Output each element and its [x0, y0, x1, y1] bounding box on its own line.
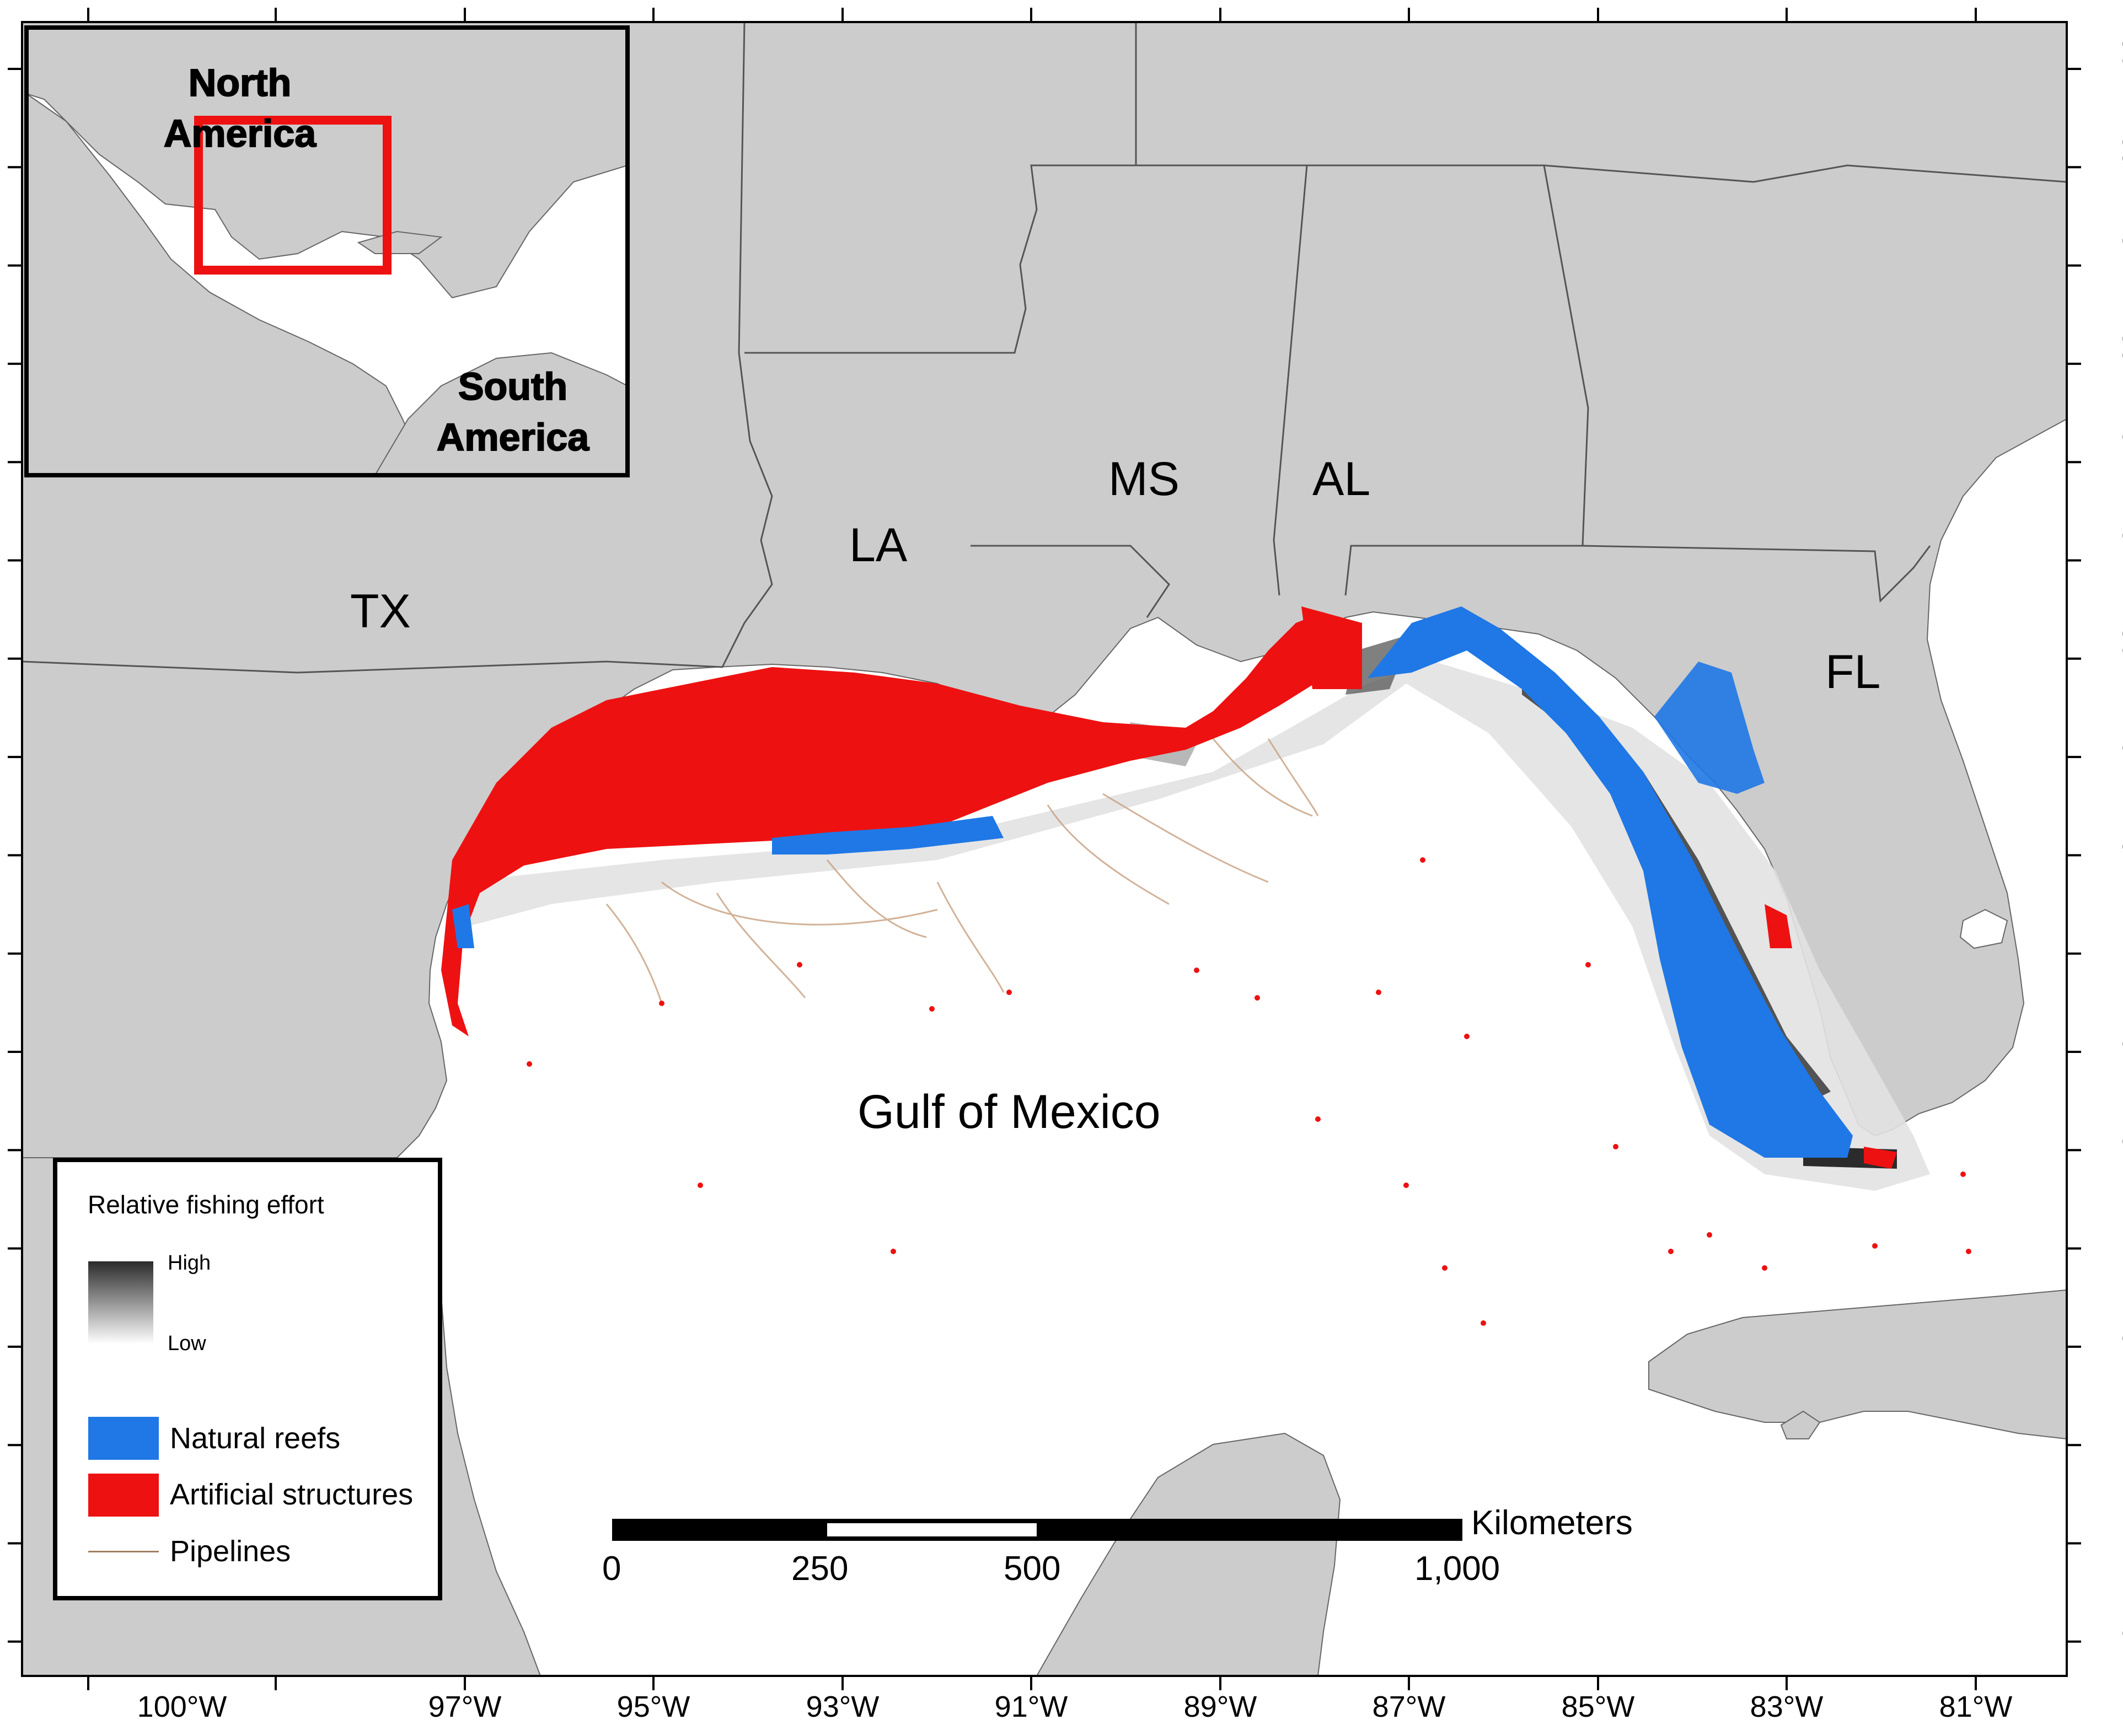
lon-label: 89°W	[1183, 1690, 1257, 1723]
scale-tick-0: 0	[602, 1550, 621, 1588]
inset-map	[24, 25, 630, 477]
lon-label: 97°W	[428, 1690, 502, 1723]
lon-label: 87°W	[1372, 1690, 1446, 1723]
lat-label: 31°N	[2116, 527, 2123, 594]
state-label-al: AL	[1312, 453, 1371, 506]
lat-label: 29°N	[2116, 723, 2123, 791]
lat-label: 36°N	[2116, 35, 2123, 103]
legend-label-pipelines: Pipelines	[170, 1535, 291, 1568]
lat-label: 21°N	[2116, 1510, 2123, 1577]
state-label-la: LA	[849, 519, 908, 572]
scale-tick-1000: 1,000	[1414, 1550, 1500, 1588]
lat-label: 26°N	[2116, 1018, 2123, 1085]
lon-label: 93°W	[806, 1690, 880, 1723]
lat-label: 35°N	[2116, 133, 2123, 201]
lon-label: 85°W	[1561, 1690, 1635, 1723]
state-label-tx: TX	[350, 585, 411, 638]
lon-label: 100°W	[137, 1690, 227, 1723]
inset-label-north-america: North America	[163, 61, 317, 155]
pipelines-layer	[605, 738, 1319, 1004]
yucatan-landmass	[1036, 1432, 1341, 1676]
legend-line-pipelines	[88, 1551, 159, 1552]
lake-okeechobee	[1959, 909, 2008, 949]
legend-label-artificial-structures: Artificial structures	[170, 1478, 414, 1511]
lat-label: 23°N	[2116, 1313, 2123, 1380]
legend-swatch-natural-reefs	[88, 1417, 159, 1460]
lon-label: 95°W	[616, 1690, 690, 1723]
fishing-effort-gradient	[88, 1261, 153, 1344]
scale-tick-250: 250	[791, 1550, 849, 1588]
lat-label: 25°N	[2116, 1116, 2123, 1184]
gulf-of-mexico-label: Gulf of Mexico	[857, 1085, 1161, 1138]
inset-label-south-america: South America	[436, 364, 589, 459]
map-frame	[21, 21, 2068, 1677]
lat-label: 30°N	[2116, 625, 2123, 692]
legend-label-natural-reefs: Natural reefs	[170, 1422, 341, 1455]
natural-reefs-layer	[452, 606, 1853, 1158]
lat-label: 24°N	[2116, 1215, 2123, 1282]
graticule-ticks	[87, 8, 1977, 1690]
state-label-ms: MS	[1108, 453, 1180, 506]
artificial-structures-layer	[441, 606, 1897, 1169]
lat-label: 27°N	[2116, 920, 2123, 987]
lon-label: 91°W	[994, 1690, 1068, 1723]
legend: Relative fishing effort High Low Natural…	[53, 1158, 442, 1600]
legend-swatch-artificial-structures	[88, 1474, 159, 1517]
lon-label: 83°W	[1750, 1690, 1824, 1723]
lat-label: 34°N	[2116, 232, 2123, 299]
lat-label: 20°N	[2116, 1608, 2123, 1675]
scale-bar	[612, 1519, 1462, 1541]
isle-of-youth	[1780, 1410, 1821, 1439]
lon-label: 81°W	[1939, 1690, 2013, 1723]
lat-label: 32°N	[2116, 428, 2123, 496]
state-label-fl: FL	[1825, 646, 1881, 698]
artificial-structures-scatter	[527, 857, 1971, 1326]
lat-label: 33°N	[2116, 330, 2123, 397]
legend-high: High	[168, 1251, 211, 1275]
scale-tick-500: 500	[1004, 1550, 1061, 1588]
scale-unit: Kilometers	[1471, 1504, 1633, 1542]
lat-label: 28°N	[2116, 822, 2123, 889]
cuba-landmass	[1648, 1289, 2067, 1440]
latitude-ticks	[8, 68, 2081, 1643]
lat-label: 22°N	[2116, 1411, 2123, 1479]
legend-title: Relative fishing effort	[88, 1190, 324, 1219]
legend-low: Low	[168, 1332, 206, 1355]
